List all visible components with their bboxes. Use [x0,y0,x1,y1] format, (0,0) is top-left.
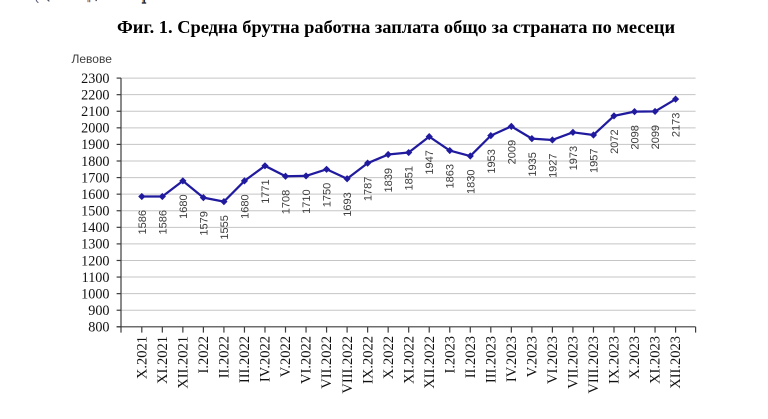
svg-text:1200: 1200 [81,253,109,269]
svg-text:II.2023: II.2023 [463,336,479,378]
svg-text:1300: 1300 [81,237,109,253]
svg-text:1555: 1555 [219,215,231,239]
svg-text:1710: 1710 [301,189,313,213]
svg-text:1693: 1693 [342,192,354,216]
svg-text:IV.2022: IV.2022 [258,336,274,382]
svg-text:1600: 1600 [81,187,109,203]
svg-text:1839: 1839 [383,168,395,192]
svg-text:X.2023: X.2023 [627,336,643,379]
svg-text:III.2022: III.2022 [237,336,253,383]
svg-text:Левове: Левове [72,52,113,66]
svg-text:VI.2022: VI.2022 [299,336,315,384]
svg-text:V.2023: V.2023 [525,336,541,377]
svg-text:1100: 1100 [82,270,110,286]
svg-text:VIII.2022: VIII.2022 [340,336,356,394]
svg-text:1708: 1708 [281,190,293,214]
svg-text:1586: 1586 [157,210,169,234]
svg-text:1863: 1863 [445,164,457,188]
svg-text:1750: 1750 [322,183,334,207]
svg-text:Фиг. 1. Средна брутна работна: Фиг. 1. Средна брутна работна заплата об… [117,17,676,37]
svg-text:1953: 1953 [486,149,498,173]
svg-text:1400: 1400 [81,220,109,236]
svg-text:I.2023: I.2023 [442,336,458,373]
svg-text:1927: 1927 [547,153,559,177]
svg-text:2173: 2173 [671,113,683,137]
svg-text:XI.2021: XI.2021 [155,336,171,384]
svg-text:1000: 1000 [81,286,109,302]
svg-text:VII.2022: VII.2022 [319,336,335,389]
svg-text:IX.2022: IX.2022 [360,336,376,384]
svg-text:1830: 1830 [465,170,477,194]
svg-text:900: 900 [88,303,109,319]
svg-text:1771: 1771 [260,179,272,203]
svg-text:800: 800 [88,320,109,336]
svg-text:1586: 1586 [137,210,149,234]
svg-text:1900: 1900 [81,137,109,153]
svg-text:2000: 2000 [81,121,109,137]
svg-text:2099: 2099 [650,125,662,149]
svg-text:1935: 1935 [527,152,539,176]
svg-text:I.2022: I.2022 [196,336,212,373]
svg-text:XII.2023: XII.2023 [668,336,684,389]
svg-text:1800: 1800 [81,154,109,170]
svg-text:1680: 1680 [239,194,251,218]
svg-text:XII.2021: XII.2021 [176,336,192,389]
svg-text:XII.2022: XII.2022 [422,336,438,389]
svg-text:XI.2023: XI.2023 [648,336,664,384]
svg-text:X.2022: X.2022 [381,336,397,379]
svg-text:VII.2023: VII.2023 [566,336,582,389]
svg-text:1700: 1700 [81,170,109,186]
svg-text:1787: 1787 [363,177,375,201]
svg-text:VIII.2023: VIII.2023 [586,336,602,394]
svg-text:1973: 1973 [568,146,580,170]
svg-text:2300: 2300 [81,71,109,87]
svg-text:2098: 2098 [630,125,642,149]
svg-text:1500: 1500 [81,204,109,220]
svg-text:1851: 1851 [404,166,416,190]
svg-text:VI.2023: VI.2023 [545,336,561,384]
svg-text:1680: 1680 [178,194,190,218]
svg-text:IX.2023: IX.2023 [607,336,623,384]
svg-text:2009: 2009 [506,140,518,164]
svg-text:1947: 1947 [424,150,436,174]
svg-text:III.2023: III.2023 [483,336,499,383]
svg-text:X.2021: X.2021 [134,336,150,379]
svg-text:2200: 2200 [81,87,109,103]
svg-text:IV.2023: IV.2023 [504,336,520,382]
svg-text:XI.2022: XI.2022 [401,336,417,384]
svg-text:1957: 1957 [588,148,600,172]
svg-text:1579: 1579 [198,211,210,235]
svg-text:V.2022: V.2022 [278,336,294,377]
svg-text:2072: 2072 [609,129,621,153]
svg-text:II.2022: II.2022 [217,336,233,378]
svg-text:2100: 2100 [81,104,109,120]
